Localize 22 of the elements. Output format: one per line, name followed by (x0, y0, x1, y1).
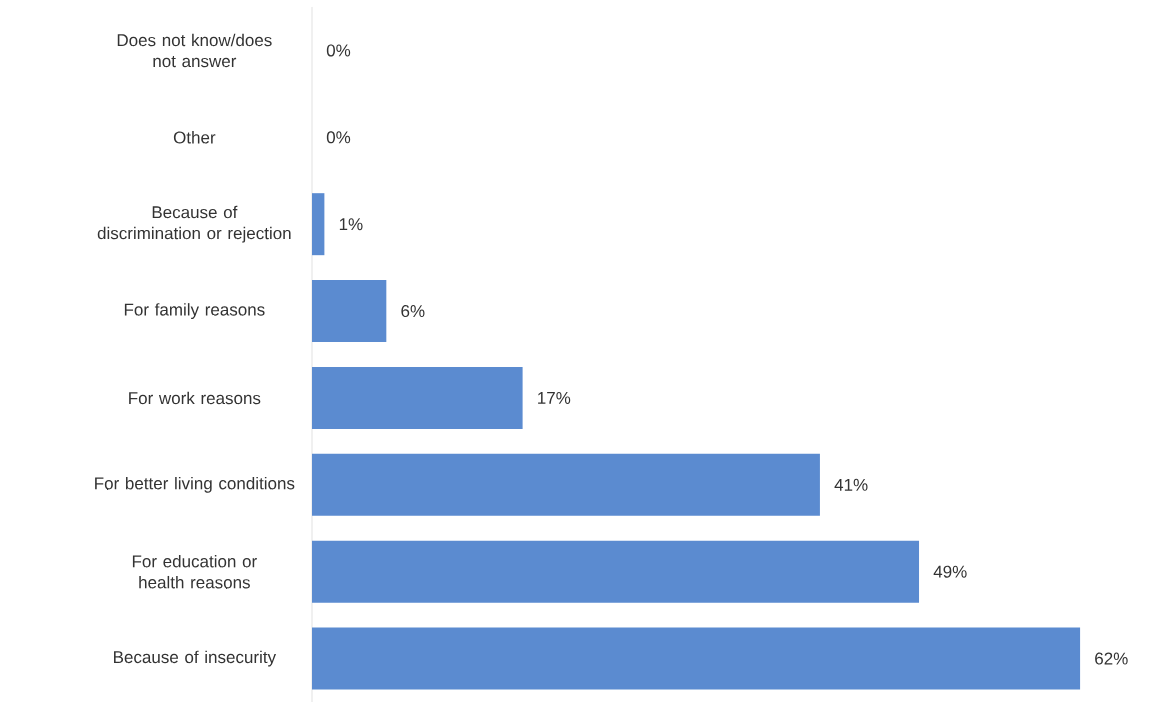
bar (312, 627, 1081, 690)
bar (312, 540, 920, 603)
y-tick-label: For better living conditions (95, 476, 295, 493)
data-label: 17% (538, 391, 571, 404)
y-tick-label: Because of insecurity (114, 650, 277, 667)
data-label: 41% (834, 478, 868, 491)
bar (312, 280, 387, 343)
bar (312, 366, 523, 429)
data-label: 49% (933, 565, 967, 578)
y-tick-label: Other (173, 131, 216, 144)
y-tick-label: For family reasons (124, 303, 265, 319)
y-tick-label: Because of discrimination or rejection (97, 205, 291, 243)
data-label: 6% (401, 305, 425, 318)
bar (312, 453, 820, 516)
y-tick-label: For work reasons (129, 391, 261, 405)
data-label: 62% (1095, 652, 1128, 665)
y-tick-label: For education or health reasons (132, 554, 257, 589)
data-label: 0% (326, 44, 351, 57)
y-tick-label: Does not know/does not answer (117, 33, 272, 68)
data-label: 1% (339, 218, 363, 231)
bar (312, 193, 325, 256)
data-label: 0% (326, 131, 351, 144)
